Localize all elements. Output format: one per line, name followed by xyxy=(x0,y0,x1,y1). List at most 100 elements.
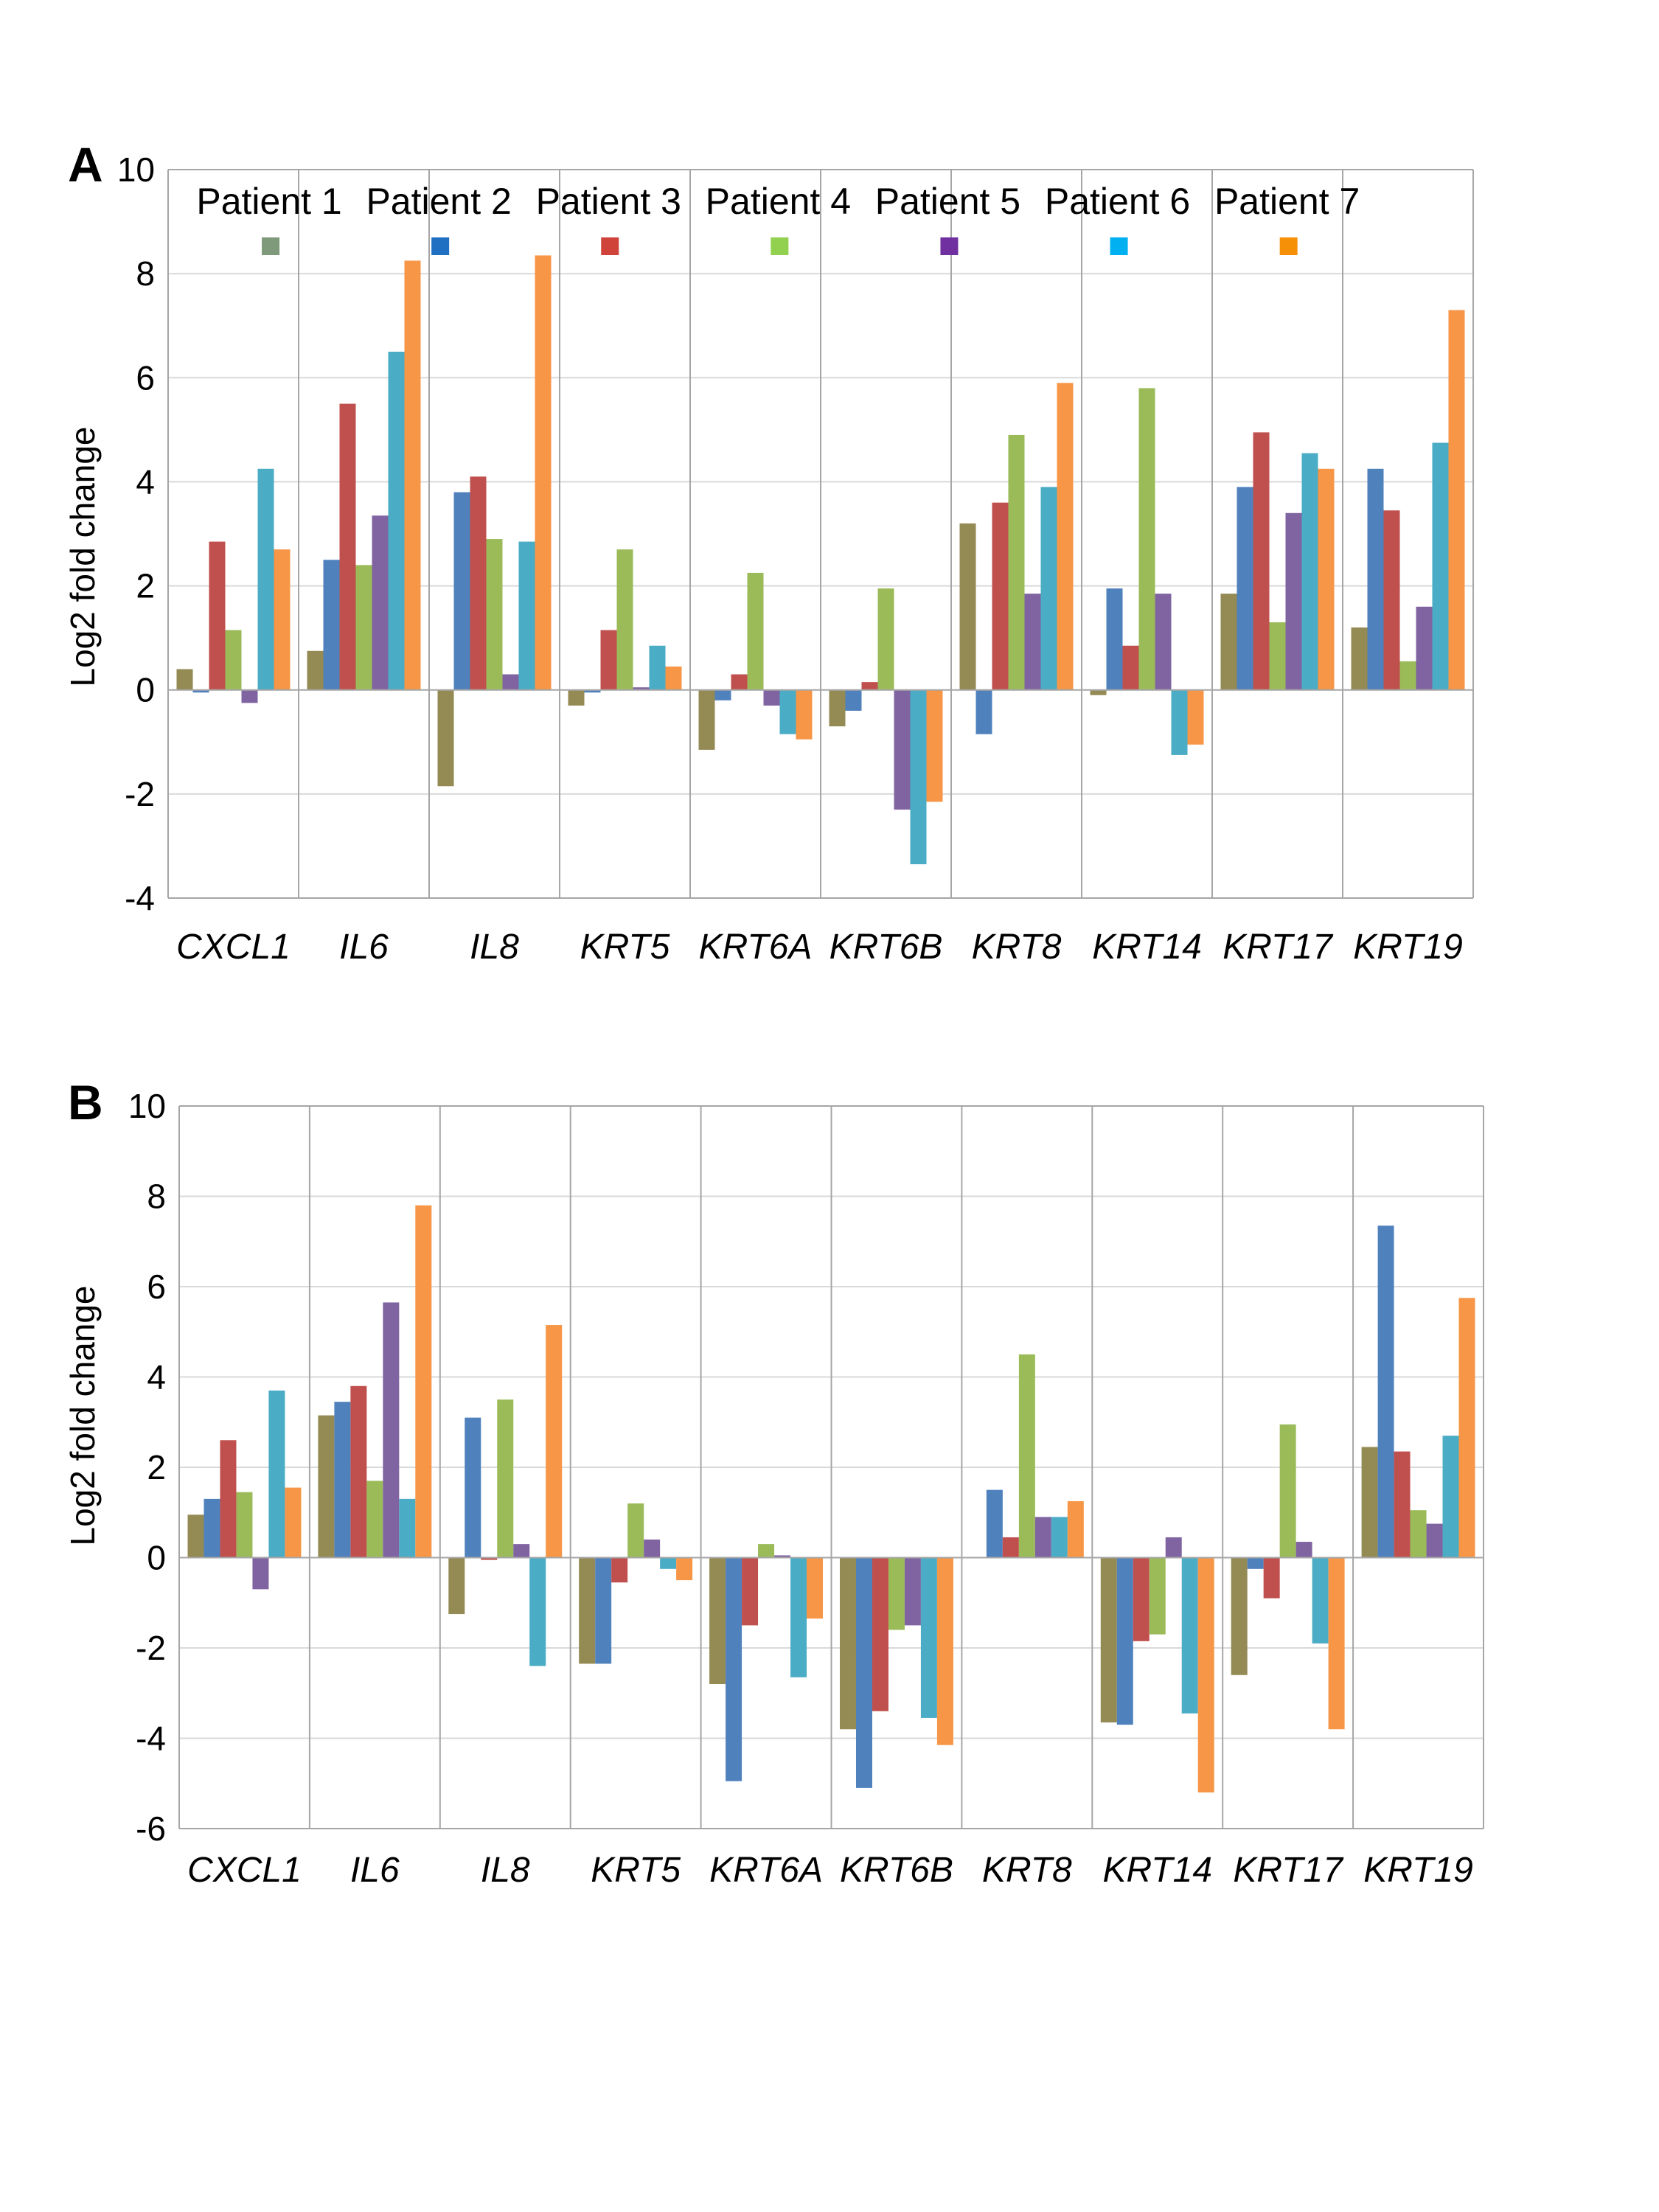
panel-a-bar xyxy=(1008,434,1025,690)
panel-b-bar xyxy=(1067,1500,1084,1558)
panel-b-category-label: KRT6B xyxy=(840,1851,953,1890)
panel-b-bar xyxy=(415,1205,432,1558)
panel-a-bar xyxy=(877,588,894,690)
panel-a-chart: A Log2 fold change -4 -2 0 2 4 6 8 10 CXCL1 IL6 IL… xyxy=(63,137,1474,967)
panel-b-bar xyxy=(220,1440,237,1558)
panel-a-bar xyxy=(649,645,666,690)
panel-b-bar xyxy=(236,1492,253,1558)
panel-b-category-label: CXCL1 xyxy=(187,1851,302,1890)
panel-a-bar xyxy=(453,492,470,690)
panel-a-bar xyxy=(1187,689,1204,745)
panel-b-bar xyxy=(252,1557,269,1590)
panel-a-bar xyxy=(257,468,274,690)
panel-b-bar xyxy=(187,1514,204,1558)
panel-a-bar xyxy=(470,476,487,690)
panel-a-bar xyxy=(355,565,372,690)
panel-b-bar xyxy=(350,1385,367,1558)
panel-b-label: B xyxy=(68,1075,103,1130)
panel-a-bar xyxy=(1024,594,1041,690)
panel-b-bar xyxy=(1394,1451,1411,1558)
panel-a-bar xyxy=(894,689,911,810)
panel-b-category-label: KRT8 xyxy=(982,1851,1072,1890)
panel-b-y-tick-label: -2 xyxy=(136,1629,166,1667)
panel-b-bar xyxy=(399,1498,416,1558)
panel-b-bar xyxy=(1263,1557,1280,1599)
panel-a-bar xyxy=(1285,512,1302,690)
panel-b-y-tick-label: 2 xyxy=(147,1448,166,1486)
panel-a-bar xyxy=(518,541,535,690)
panel-a-bar xyxy=(274,549,291,690)
panel-b-category-label: KRT6A xyxy=(709,1851,823,1890)
panel-a-bar xyxy=(1057,383,1074,690)
panel-a-bar xyxy=(1367,468,1384,690)
panel-a-bar xyxy=(796,689,813,740)
panel-a-category-label: KRT6A xyxy=(699,928,813,967)
panel-b-y-tick-label: -6 xyxy=(136,1809,166,1848)
panel-a-bar xyxy=(1432,442,1449,690)
panel-a-y-tick-label: 8 xyxy=(136,254,155,293)
panel-b-bar xyxy=(1295,1542,1312,1558)
panel-a-bar xyxy=(975,689,992,734)
panel-b-bar xyxy=(1002,1537,1019,1558)
panel-a-bar xyxy=(763,689,780,706)
panel-a-bar xyxy=(633,687,650,690)
panel-a-label: A xyxy=(68,137,103,192)
panel-b-category-label: KRT14 xyxy=(1102,1851,1212,1890)
panel-b-category-label: IL6 xyxy=(350,1851,400,1890)
panel-b-y-axis-label: Log2 fold change xyxy=(63,1286,102,1546)
panel-a-bar xyxy=(1237,487,1253,690)
panel-a-category-label: KRT14 xyxy=(1092,928,1202,967)
panel-b-bar xyxy=(758,1544,775,1558)
panel-b-bar xyxy=(383,1302,400,1558)
panel-a-bar xyxy=(926,689,943,802)
panel-a-bar xyxy=(1416,606,1433,690)
panel-b-bar xyxy=(1034,1517,1051,1558)
panel-b-bar xyxy=(1149,1557,1166,1635)
panel-b-category-label: KRT17 xyxy=(1233,1851,1344,1890)
panel-a-bar xyxy=(225,630,242,690)
panel-b-y-tick-label: 4 xyxy=(147,1358,166,1397)
panel-b-bar xyxy=(742,1557,759,1626)
panel-b-category-label: IL8 xyxy=(481,1851,530,1890)
panel-b-bar xyxy=(1231,1557,1248,1675)
panel-a-y-tick-label: 0 xyxy=(136,671,155,709)
panel-a-bar xyxy=(176,669,193,690)
legend-swatch xyxy=(431,237,450,255)
panel-a-bar xyxy=(992,502,1009,690)
panel-a-y-tick-label: 4 xyxy=(136,462,155,501)
panel-a-category-label: KRT19 xyxy=(1353,928,1463,967)
panel-b-bar xyxy=(839,1557,856,1730)
panel-a-y-axis-label: Log2 fold change xyxy=(63,427,102,687)
panel-a-bar xyxy=(1253,432,1270,690)
panel-a-bar xyxy=(372,515,389,690)
panel-b-bar xyxy=(872,1557,888,1711)
panel-a-bar xyxy=(959,523,976,690)
panel-a-bar xyxy=(209,541,226,690)
panel-b-bar xyxy=(318,1415,335,1558)
panel-a-bar xyxy=(1106,588,1123,690)
panel-b-bar xyxy=(1100,1557,1117,1723)
panel-b-bar xyxy=(546,1325,563,1558)
panel-a-bar xyxy=(388,352,405,690)
panel-b-bar xyxy=(660,1557,677,1569)
panel-b-bar xyxy=(1361,1447,1378,1558)
panel-a-bar xyxy=(845,689,862,711)
panel-b-bar xyxy=(855,1557,872,1788)
panel-b-y-tick-label: -4 xyxy=(136,1719,166,1758)
panel-a-bar xyxy=(665,666,682,690)
panel-b-bar xyxy=(595,1557,612,1664)
panel-b-bar xyxy=(627,1503,644,1558)
legend-label: Patient 7 xyxy=(1214,181,1360,222)
panel-a-bar xyxy=(747,572,764,690)
panel-a-y-tick-label: 6 xyxy=(136,358,155,397)
panel-b-chart: B Log2 fold change -6 -4 -2 0 2 4 6 8 10 CXCL1 IL6… xyxy=(63,1075,1484,1890)
panel-a-bar xyxy=(1040,487,1057,690)
panel-a-bar xyxy=(323,560,340,690)
panel-b-bar xyxy=(644,1540,661,1558)
panel-b-category-label: KRT19 xyxy=(1363,1851,1473,1890)
panel-b-y-tick-label: 6 xyxy=(147,1267,166,1306)
panel-b-bar xyxy=(709,1557,726,1684)
panel-a-category-label: KRT5 xyxy=(580,928,670,967)
panel-b-bar xyxy=(790,1557,807,1677)
panel-b-bar xyxy=(1247,1557,1264,1569)
